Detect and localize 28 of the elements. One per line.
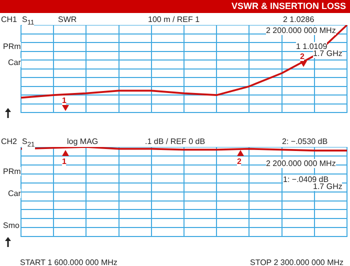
text: CH2: [1, 137, 18, 146]
text: Smo: [3, 221, 20, 230]
text: CH1: [1, 15, 18, 24]
annotation: 1.7 GHz: [313, 182, 342, 191]
chart-title: VSWR & INSERTION LOSS: [231, 1, 346, 12]
annotation: 2 200.000 000 MHz: [266, 26, 336, 35]
annotation: 2: [237, 157, 242, 166]
annotation: S$_{21}$: [22, 137, 35, 150]
text: START 1 600.000 000 MHz: [20, 258, 118, 266]
text: 100 m / REF 1: [148, 15, 200, 24]
annotation: 2 200.000 000 MHz: [266, 159, 336, 168]
text: 2: −.0530 dB: [282, 137, 328, 146]
annotation: 1 1.0109: [296, 42, 328, 51]
text: SWR: [58, 15, 77, 24]
annotation: 1.7 GHz: [313, 49, 342, 58]
text: PRm: [3, 42, 21, 51]
text: STOP 2 300.000 000 MHz: [250, 258, 344, 266]
text: log MAG: [67, 137, 98, 146]
annotation: 2: [300, 52, 304, 61]
text: Car: [8, 189, 21, 198]
annotation: 1: [62, 157, 66, 166]
text: PRm: [3, 167, 21, 176]
annotation: S$_{11}$: [22, 15, 34, 28]
annotation: 1: [62, 96, 66, 105]
text: 2 1.0286: [283, 15, 314, 24]
text: Car: [8, 58, 21, 67]
text: .1 dB / REF 0 dB: [145, 137, 206, 146]
annotation: 1: −.0409 dB: [283, 175, 329, 184]
